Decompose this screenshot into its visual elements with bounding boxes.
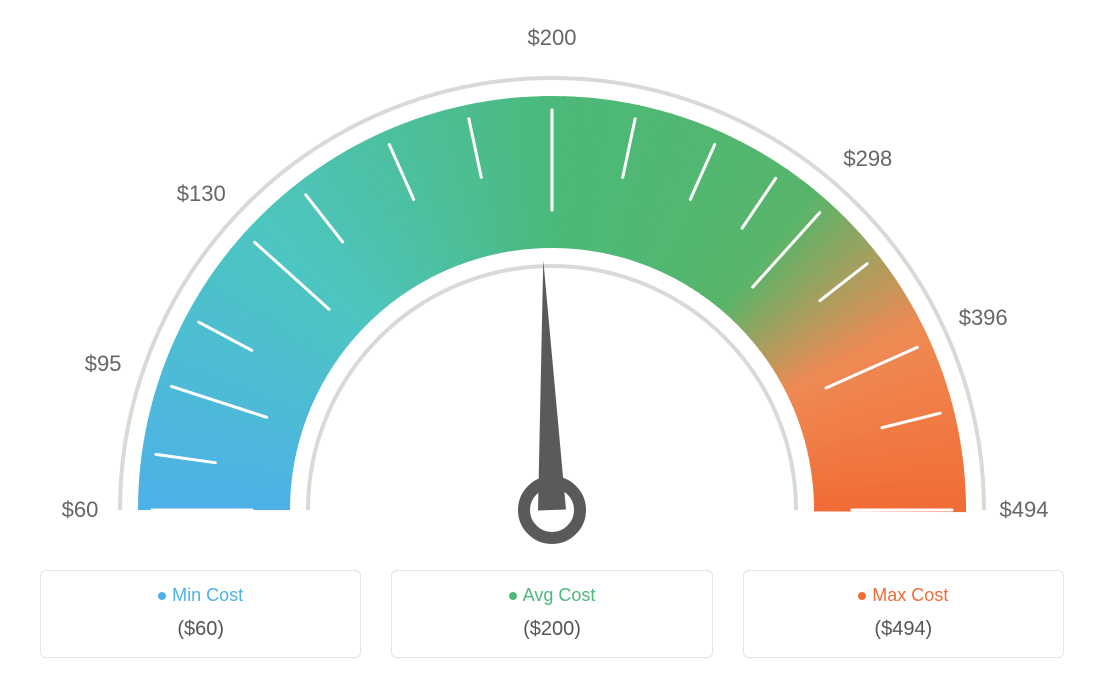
legend-dot-min — [158, 592, 166, 600]
legend-dot-avg — [509, 592, 517, 600]
gauge-svg — [0, 0, 1104, 560]
gauge-tick-label: $95 — [85, 351, 122, 377]
legend-title-max: Max Cost — [754, 585, 1053, 606]
legend-title-min: Min Cost — [51, 585, 350, 606]
gauge-tick-label: $494 — [1000, 497, 1049, 523]
gauge-tick-label: $60 — [62, 497, 99, 523]
gauge-tick-label: $396 — [959, 305, 1008, 331]
legend-title-avg: Avg Cost — [402, 585, 701, 606]
legend-card-avg: Avg Cost ($200) — [391, 570, 712, 658]
gauge-needle — [538, 260, 566, 510]
legend-value-max: ($494) — [754, 618, 1053, 641]
gauge-tick-label: $200 — [528, 25, 577, 51]
gauge-tick-label: $130 — [177, 181, 226, 207]
legend-card-min: Min Cost ($60) — [40, 570, 361, 658]
legend-value-avg: ($200) — [402, 618, 701, 641]
legend-card-max: Max Cost ($494) — [743, 570, 1064, 658]
legend-dot-max — [858, 592, 866, 600]
legend-row: Min Cost ($60) Avg Cost ($200) Max Cost … — [0, 570, 1104, 658]
legend-label-max: Max Cost — [872, 585, 948, 605]
gauge-tick-label: $298 — [843, 146, 892, 172]
legend-label-min: Min Cost — [172, 585, 243, 605]
legend-value-min: ($60) — [51, 618, 350, 641]
legend-label-avg: Avg Cost — [523, 585, 596, 605]
gauge-chart: $60 $95 $130 $200 $298 $396 $494 — [0, 0, 1104, 560]
